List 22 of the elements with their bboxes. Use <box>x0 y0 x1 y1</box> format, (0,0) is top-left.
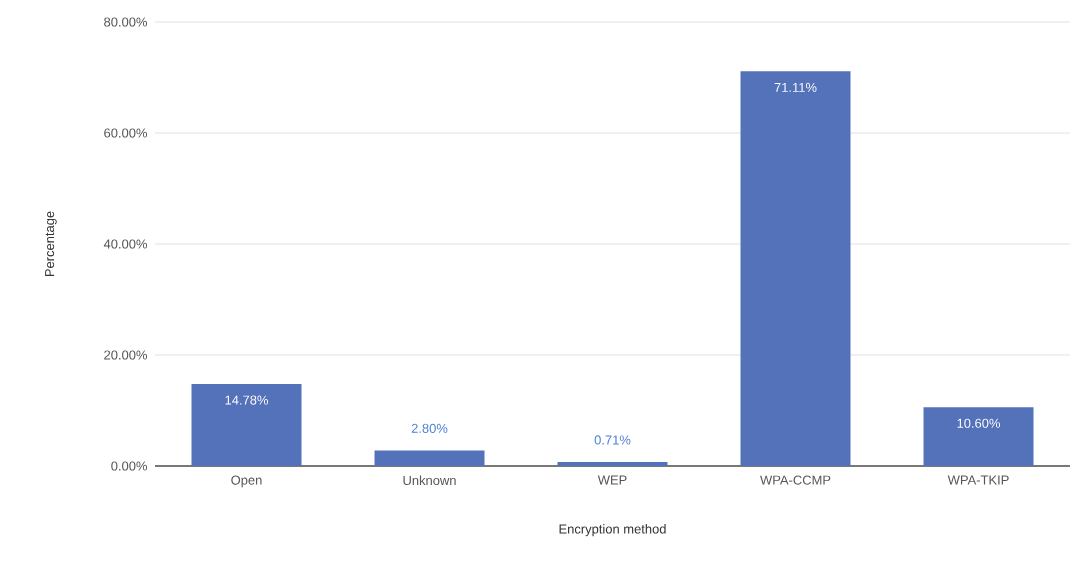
data-label: 14.78% <box>225 395 268 405</box>
x-tick-label: WPA-CCMP <box>760 475 831 485</box>
bar <box>923 407 1034 466</box>
y-axis-title: Percentage <box>45 211 57 277</box>
bar <box>191 383 302 466</box>
data-label: 0.71% <box>594 435 631 445</box>
bar <box>740 71 851 466</box>
y-tick-label: 0.00% <box>111 461 148 471</box>
bar <box>374 450 485 466</box>
y-tick-label: 20.00% <box>104 350 148 360</box>
y-tick-label: 80.00% <box>104 17 148 27</box>
data-label: 10.60% <box>957 418 1001 428</box>
x-axis-title: Encryption method <box>559 524 666 537</box>
data-label: 2.80% <box>411 423 448 433</box>
x-tick-label: WPA-TKIP <box>947 475 1009 485</box>
x-tick-label: Open <box>231 475 262 488</box>
y-tick-label: 40.00% <box>103 239 148 249</box>
x-tick-label: WEP <box>597 475 627 485</box>
y-tick-label: 60.00% <box>104 128 148 138</box>
bar <box>557 462 668 466</box>
x-tick-label: Unknown <box>403 475 456 486</box>
data-label: 71.11% <box>774 82 817 92</box>
